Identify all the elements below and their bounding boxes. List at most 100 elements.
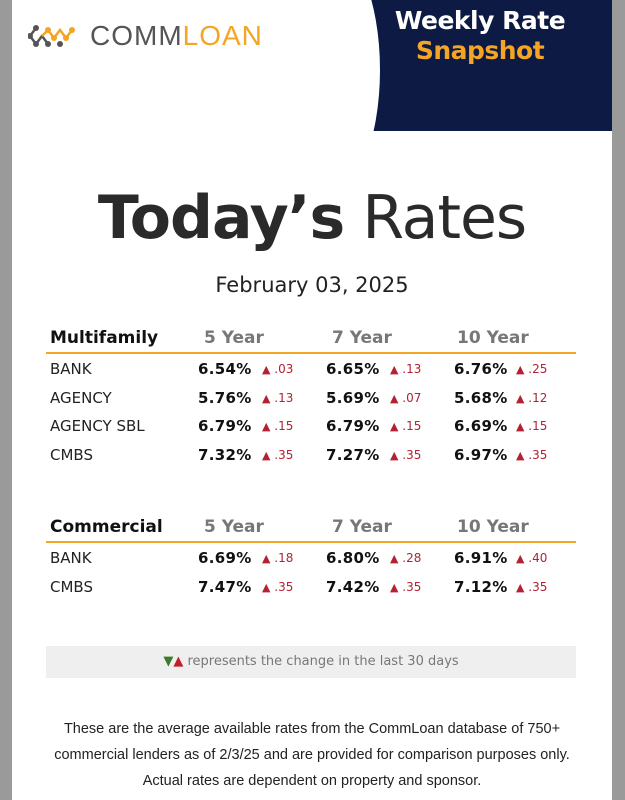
table-row: AGENCY SBL 6.79% ▲ .15 6.79% ▲ .15 6.69% ▲ .15 (46, 411, 576, 440)
rate-change: ▲ .35 (516, 448, 547, 462)
up-arrow-icon: ▲ (390, 580, 399, 594)
lender-type: CMBS (50, 445, 93, 464)
rate-value: 6.80% (326, 549, 380, 567)
rate-change: ▲ .28 (390, 551, 421, 565)
rate-change: ▲ .18 (262, 551, 293, 565)
table-header: Multifamily 5 Year 7 Year 10 Year (46, 324, 576, 354)
change-value: .15 (402, 419, 422, 433)
change-value: .07 (402, 390, 422, 405)
column-header: 7 Year (332, 328, 392, 348)
column-header: 5 Year (204, 328, 264, 348)
rate-change: ▲ .35 (516, 580, 547, 594)
title-bold: Today’s (97, 183, 345, 253)
rate-date: February 03, 2025 (215, 273, 409, 297)
rate-change: ▲ .35 (262, 580, 293, 594)
change-value: .13 (402, 362, 422, 376)
footnote: These are the average available rates fr… (54, 721, 570, 789)
change-value: .35 (274, 447, 294, 462)
lender-type: AGENCY SBL (50, 417, 145, 435)
logo-text-comm: COMM (90, 20, 183, 51)
rate-change: ▲ .12 (516, 391, 547, 405)
change-value: .35 (402, 579, 422, 594)
rate-value: 5.69% (326, 388, 380, 407)
up-arrow-icon: ▲ (516, 363, 525, 376)
change-value: .28 (402, 551, 422, 565)
rate-snapshot-page: Weekly Rate Snapshot COMMLOAN Today’s Ra… (12, 0, 612, 800)
rate-change: ▲ .07 (390, 391, 421, 405)
rate-change: ▲ .15 (390, 419, 421, 433)
title-light: Rates (362, 183, 527, 253)
rate-value: 6.79% (326, 417, 380, 435)
change-value: .40 (528, 551, 548, 565)
up-arrow-icon: ▲ (262, 448, 271, 462)
up-arrow-icon: ▲ (262, 420, 271, 433)
commercial-table: Commercial 5 Year 7 Year 10 Year BANK 6.69% ▲ … (46, 513, 576, 600)
rate-change: ▲ .35 (390, 448, 421, 462)
rate-value: 7.47% (198, 577, 252, 596)
up-arrow-icon: ▲ (516, 391, 525, 405)
change-legend: ▼▲ represents the change in the last 30 … (46, 646, 576, 678)
rate-change: ▲ .13 (262, 391, 293, 405)
change-value: .15 (274, 419, 294, 433)
change-value: .35 (528, 579, 548, 594)
rate-value: 6.54% (198, 360, 252, 378)
change-value: .15 (528, 419, 548, 433)
rate-value: 7.32% (198, 445, 252, 464)
banner-curve (270, 0, 380, 200)
column-header: 7 Year (332, 517, 392, 537)
table-row: CMBS 7.32% ▲ .35 7.27% ▲ .35 6.97% ▲ .35 (46, 440, 576, 469)
column-header: 10 Year (457, 517, 529, 537)
lender-type: BANK (50, 360, 92, 378)
up-arrow-icon: ▲ (390, 552, 399, 565)
section-label: Commercial (50, 517, 163, 537)
up-arrow-icon: ▲ (262, 580, 271, 594)
up-arrow-icon: ▲ (390, 420, 399, 433)
rate-change: ▲ .25 (516, 362, 547, 376)
banner-title: Weekly Rate (394, 6, 566, 35)
page-title: Today’s Rates (12, 183, 612, 253)
change-value: .35 (274, 579, 294, 594)
logo-text: COMMLOAN (90, 20, 263, 52)
up-arrow-icon: ▲ (262, 363, 271, 376)
logo-text-loan: LOAN (182, 20, 263, 51)
table-row: BANK 6.69% ▲ .18 6.80% ▲ .28 6.91% ▲ .40 (46, 543, 576, 572)
rate-change: ▲ .03 (262, 362, 293, 376)
up-arrow-icon: ▲ (390, 391, 399, 405)
up-arrow-icon: ▲ (516, 448, 525, 462)
up-arrow-icon: ▲ (516, 420, 525, 433)
rate-value: 7.12% (454, 577, 508, 596)
rate-value: 6.69% (198, 549, 252, 567)
up-arrow-icon: ▲ (262, 552, 271, 565)
rate-value: 6.76% (454, 360, 508, 378)
rate-value: 6.69% (454, 417, 508, 435)
table-row: AGENCY 5.76% ▲ .13 5.69% ▲ .07 5.68% ▲ .12 (46, 383, 576, 412)
change-value: .35 (528, 447, 548, 462)
up-arrow-icon: ▲ (516, 552, 525, 565)
column-header: 5 Year (204, 517, 264, 537)
up-arrow-icon: ▲ (390, 363, 399, 376)
rate-change: ▲ .15 (262, 419, 293, 433)
change-value: .12 (528, 390, 548, 405)
lender-type: BANK (50, 549, 92, 567)
change-value: .13 (274, 390, 294, 405)
rate-value: 6.79% (198, 417, 252, 435)
rate-value: 6.91% (454, 549, 508, 567)
multifamily-table: Multifamily 5 Year 7 Year 10 Year BANK 6.54% ▲… (46, 324, 576, 468)
table-row: CMBS 7.47% ▲ .35 7.42% ▲ .35 7.12% ▲ .35 (46, 572, 576, 601)
lender-type: CMBS (50, 577, 93, 596)
rate-change: ▲ .15 (516, 419, 547, 433)
lender-type: AGENCY (50, 388, 112, 407)
section-label: Multifamily (50, 328, 159, 348)
up-arrow-icon: ▲ (173, 654, 184, 669)
table-header: Commercial 5 Year 7 Year 10 Year (46, 513, 576, 543)
rate-value: 5.68% (454, 388, 508, 407)
up-arrow-icon: ▲ (262, 391, 271, 405)
rate-change: ▲ .35 (390, 580, 421, 594)
rate-value: 7.42% (326, 577, 380, 596)
banner-subtitle: Snapshot (415, 36, 545, 65)
change-value: .03 (274, 362, 294, 376)
rate-value: 6.65% (326, 360, 380, 378)
rate-change: ▲ .13 (390, 362, 421, 376)
up-arrow-icon: ▲ (390, 448, 399, 462)
commloan-logo: COMMLOAN (28, 16, 263, 56)
